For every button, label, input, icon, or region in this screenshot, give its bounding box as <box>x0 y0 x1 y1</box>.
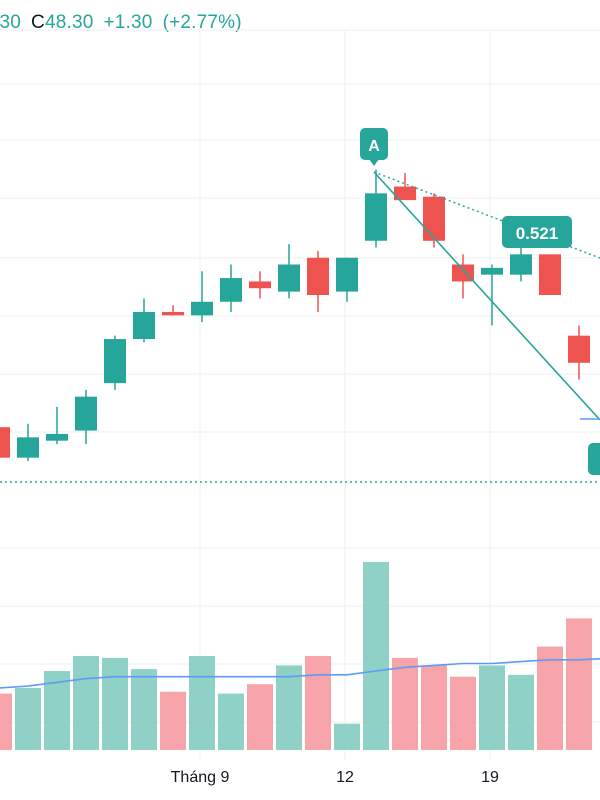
volume-bar <box>102 657 128 750</box>
volume-bar <box>421 665 447 750</box>
candle-body <box>307 257 329 295</box>
candle <box>17 423 39 462</box>
candle-body <box>423 196 445 241</box>
volume-bar <box>392 657 418 750</box>
volume-bar <box>305 656 331 750</box>
candle-body <box>568 335 590 363</box>
volume-bar <box>0 693 12 750</box>
grid-lines <box>0 29 600 760</box>
point-a-pointer <box>369 159 379 166</box>
candle-body <box>278 264 300 292</box>
volume-bar <box>15 687 41 750</box>
x-axis: Tháng 9 12 19 <box>171 769 499 786</box>
volume-bar <box>189 656 215 750</box>
change-value: +1.30 <box>103 12 153 33</box>
trend-line <box>373 171 600 421</box>
volume-moving-average-line <box>0 658 600 689</box>
candle-body <box>452 264 474 282</box>
ratio-badge <box>502 216 572 248</box>
candle-body <box>162 311 184 316</box>
candle <box>104 335 126 390</box>
candle-body <box>133 311 155 340</box>
candle <box>191 271 213 323</box>
point-a-badge <box>360 128 388 160</box>
volume-bar <box>276 665 302 750</box>
point-a-label: A <box>368 138 380 155</box>
ratio-label: 0.521 <box>516 224 559 243</box>
candle-body <box>46 433 68 441</box>
candle-body <box>0 427 10 458</box>
candle <box>0 427 10 458</box>
candle-body <box>191 301 213 316</box>
candle <box>481 264 503 326</box>
volume-bar <box>479 665 505 750</box>
volume-bar <box>218 693 244 750</box>
volume-bars <box>0 562 600 750</box>
point-a-marker: A <box>360 128 388 166</box>
candle-body <box>75 396 97 431</box>
volume-bar <box>334 723 360 750</box>
candle-body <box>481 267 503 275</box>
candle-body <box>17 437 39 458</box>
candle <box>307 250 329 312</box>
candle <box>452 254 474 299</box>
candle-body <box>394 186 416 201</box>
candle <box>539 254 561 295</box>
close-label: C <box>31 12 45 33</box>
volume-bar <box>363 562 389 750</box>
candle <box>336 257 358 302</box>
candle <box>365 169 387 248</box>
candle-body <box>336 257 358 292</box>
candle <box>133 298 155 343</box>
x-tick-label: 12 <box>336 769 354 786</box>
volume-bar <box>537 646 563 750</box>
candles <box>0 169 590 462</box>
candle <box>510 244 532 282</box>
candle-body <box>104 339 126 384</box>
candle <box>249 271 271 299</box>
candle-body <box>539 254 561 295</box>
candle <box>220 264 242 312</box>
candle <box>162 305 184 316</box>
volume-bar <box>450 676 476 750</box>
candle <box>568 325 590 380</box>
change-percent: (+2.77%) <box>162 12 242 33</box>
candle <box>46 406 68 445</box>
candle <box>394 173 416 201</box>
ratio-marker: 0.521 <box>502 216 572 248</box>
volume-bar <box>131 669 157 750</box>
ohlc-legend: .30 C48.30 +1.30 (+2.77%) <box>0 12 252 34</box>
x-tick-label: 19 <box>481 769 499 786</box>
candle-body <box>249 281 271 289</box>
candle <box>423 193 445 248</box>
x-tick-label: Tháng 9 <box>171 769 230 786</box>
candle <box>75 389 97 445</box>
close-value: 48.30 <box>44 12 94 33</box>
candle-body <box>365 193 387 241</box>
candle-body <box>510 254 532 275</box>
volume-bar <box>508 674 534 750</box>
volume-bar <box>566 618 592 750</box>
volume-bar <box>160 691 186 750</box>
point-c-badge-partial <box>588 443 600 475</box>
candle-body <box>220 278 242 302</box>
candle <box>278 244 300 299</box>
open-fragment: .30 <box>0 12 22 33</box>
volume-bar <box>247 684 273 750</box>
trend-overlay: A 0.521 <box>0 128 600 483</box>
volume-bar <box>73 656 99 750</box>
